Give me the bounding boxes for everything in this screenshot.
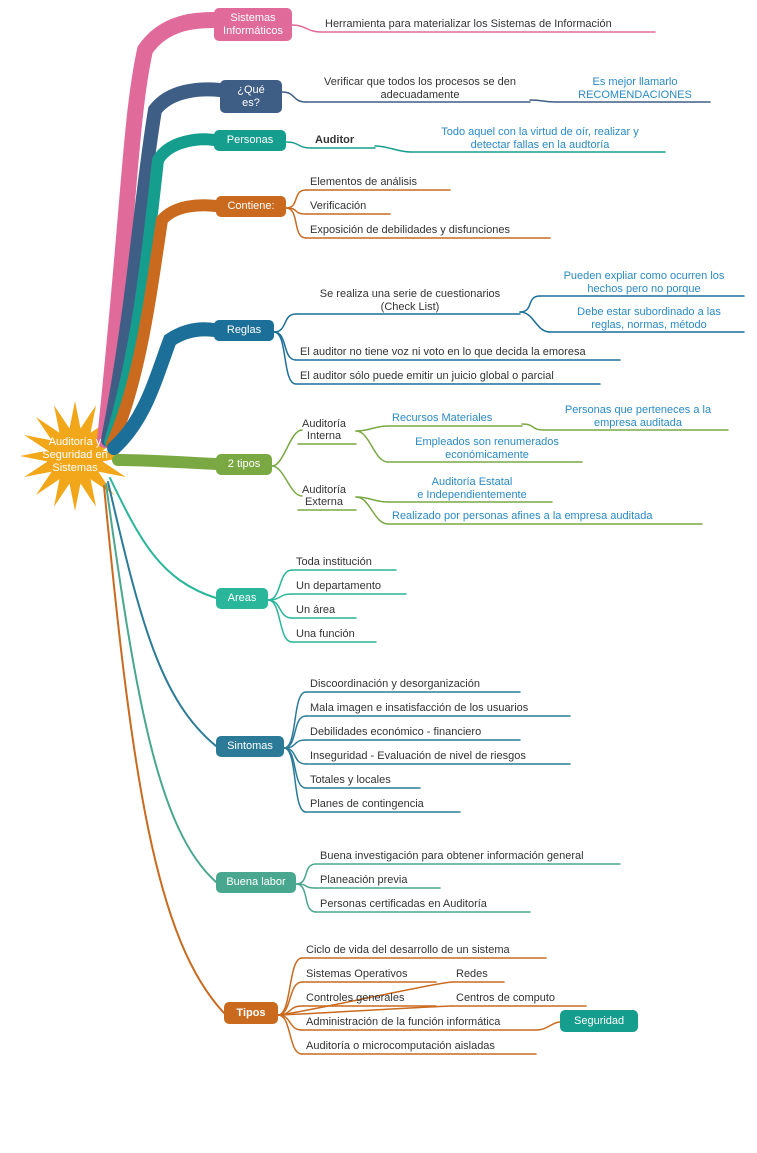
branch-node-buena-labor: Buena labor bbox=[216, 872, 296, 893]
leaf-reglas-0: Se realiza una serie de cuestionarios(Ch… bbox=[300, 288, 520, 313]
leaf-contiene-1: Verificación bbox=[310, 200, 366, 212]
branch-node-sintomas: Sintomas bbox=[216, 736, 284, 757]
leaf-sistemas-0: Herramienta para materializar los Sistem… bbox=[325, 18, 612, 30]
leaf-tipos-5: Administración de la función informática bbox=[306, 1016, 500, 1028]
leaf-areas-0: Toda institución bbox=[296, 556, 372, 568]
leaf-dos-tipos-2: Empleados son renumeradoseconómicamente bbox=[392, 436, 582, 461]
branch-node-reglas: Reglas bbox=[214, 320, 274, 341]
leaf-dos-tipos-4: Realizado por personas afines a la empre… bbox=[392, 510, 653, 522]
leaf-tipos-4: Centros de computo bbox=[456, 992, 555, 1004]
branch-node-sistemas: SistemasInformáticos bbox=[214, 8, 292, 41]
leaf-areas-1: Un departamento bbox=[296, 580, 381, 592]
leaf-que-es-1: Es mejor llamarloRECOMENDACIONES bbox=[560, 76, 710, 101]
sublabel-dos-tipos-0: AuditoríaInterna bbox=[302, 418, 346, 442]
leaf-contiene-2: Exposición de debilidades y disfunciones bbox=[310, 224, 510, 236]
sublabel-dos-tipos-1: AuditoríaExterna bbox=[302, 484, 346, 508]
leaf-sintomas-1: Mala imagen e insatisfacción de los usua… bbox=[310, 702, 528, 714]
leaf-reglas-4: El auditor sólo puede emitir un juicio g… bbox=[300, 370, 554, 382]
center-label: Auditoría ySeguridad enSistemas bbox=[35, 436, 115, 476]
leaf-buena-labor-0: Buena investigación para obtener informa… bbox=[320, 850, 584, 862]
leaf-dos-tipos-1: Personas que perteneces a laempresa audi… bbox=[548, 404, 728, 429]
leaf-tipos-0: Ciclo de vida del desarrollo de un siste… bbox=[306, 944, 510, 956]
leaf-tipos-1: Sistemas Operativos bbox=[306, 968, 407, 980]
leaf-tipos-2: Redes bbox=[456, 968, 488, 980]
leaf-buena-labor-2: Personas certificadas en Auditoría bbox=[320, 898, 487, 910]
leaf-sintomas-2: Debilidades económico - financiero bbox=[310, 726, 481, 738]
leaf-buena-labor-1: Planeación previa bbox=[320, 874, 407, 886]
branch-node-contiene: Contiene: bbox=[216, 196, 286, 217]
leaf-reglas-2: Debe estar subordinado a lasreglas, norm… bbox=[554, 306, 744, 331]
badge-seguridad: Seguridad bbox=[560, 1010, 638, 1032]
branch-node-tipos: Tipos bbox=[224, 1002, 278, 1024]
leaf-sintomas-3: Inseguridad - Evaluación de nivel de rie… bbox=[310, 750, 526, 762]
branch-node-personas: Personas bbox=[214, 130, 286, 151]
leaf-que-es-0: Verificar que todos los procesos se dena… bbox=[310, 76, 530, 101]
leaf-dos-tipos-0: Recursos Materiales bbox=[392, 412, 492, 424]
leaf-personas-0: Auditor bbox=[315, 134, 354, 146]
branch-node-areas: Areas bbox=[216, 588, 268, 609]
leaf-sintomas-5: Planes de contingencia bbox=[310, 798, 424, 810]
branch-node-que-es: ¿Qué es? bbox=[220, 80, 282, 113]
leaf-reglas-1: Pueden expliar como ocurren loshechos pe… bbox=[544, 270, 744, 295]
leaf-personas-1: Todo aquel con la virtud de oír, realiza… bbox=[415, 126, 665, 151]
leaf-dos-tipos-3: Auditoría Estatale Independientemente bbox=[392, 476, 552, 501]
leaf-tipos-3: Controles generales bbox=[306, 992, 404, 1004]
leaf-contiene-0: Elementos de análisis bbox=[310, 176, 417, 188]
branch-node-dos-tipos: 2 tipos bbox=[216, 454, 272, 475]
leaf-tipos-6: Auditoría o microcomputación aisladas bbox=[306, 1040, 495, 1052]
leaf-areas-3: Una función bbox=[296, 628, 355, 640]
leaf-sintomas-0: Discoordinación y desorganización bbox=[310, 678, 480, 690]
leaf-areas-2: Un área bbox=[296, 604, 335, 616]
leaf-sintomas-4: Totales y locales bbox=[310, 774, 391, 786]
leaf-reglas-3: El auditor no tiene voz ni voto en lo qu… bbox=[300, 346, 586, 358]
